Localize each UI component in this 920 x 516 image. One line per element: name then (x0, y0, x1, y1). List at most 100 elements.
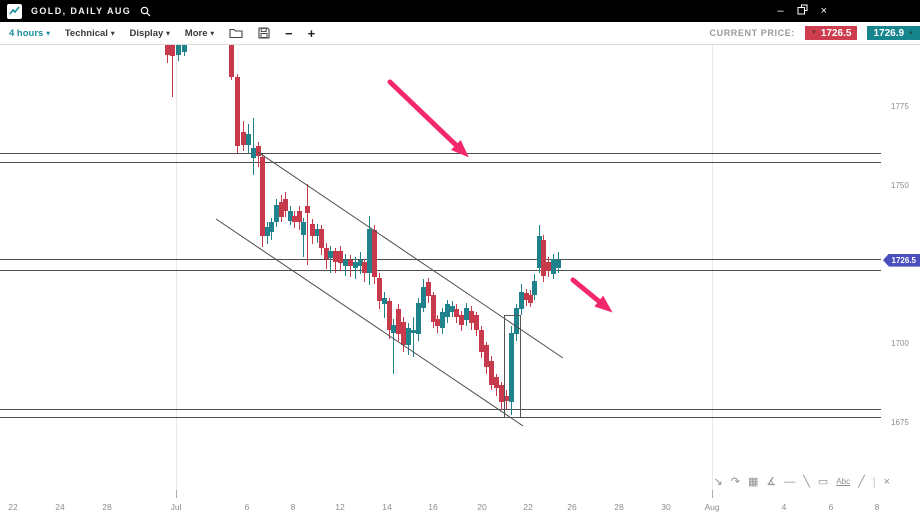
zoom-out-button[interactable]: − (285, 25, 293, 41)
candle-body (319, 228, 324, 248)
ask-value: 1726.9 (873, 27, 905, 39)
x-axis-label: Aug (704, 502, 720, 512)
x-axis-label: 26 (567, 502, 577, 512)
candle-body (176, 45, 181, 55)
chart-area[interactable]: 1726.5 1775 1750 1700 1675 22 24 28 Jul 6 8 12 14 16 2… (0, 45, 920, 516)
y-axis-label: 1700 (891, 338, 909, 348)
price-badge-bid: ▼ 1726.5 (804, 26, 858, 40)
candle-body (301, 222, 306, 235)
drawings-overlay[interactable] (0, 45, 920, 497)
axis-tick (712, 490, 713, 498)
candle-wick (172, 45, 173, 98)
candle-body (241, 132, 246, 145)
tool-grid-icon[interactable]: ▦ (747, 476, 759, 488)
candle-body (251, 148, 256, 158)
candle-body (556, 260, 561, 268)
candle-wick (253, 118, 254, 175)
month-gridline (712, 45, 713, 490)
title-bar: GOLD, DAILY AUG – × (0, 0, 920, 22)
x-axis-label: 4 (781, 502, 787, 512)
price-badge-ask: 1726.9 ▲ (867, 26, 920, 40)
sr-line[interactable] (0, 416, 881, 418)
x-axis-label: 8 (290, 502, 296, 512)
candle-body (474, 315, 479, 330)
candle-body (283, 198, 288, 212)
tool-separator: | (872, 476, 876, 488)
window-controls: – × (777, 4, 913, 18)
tool-horizontal-line-icon[interactable]: — (784, 476, 796, 488)
timeframe-dropdown[interactable]: 4 hours ▾ (9, 27, 50, 39)
annotation-arrow[interactable] (570, 277, 613, 313)
open-folder-icon[interactable] (229, 27, 243, 39)
axis-tick (176, 490, 177, 498)
x-axis-label: 12 (335, 502, 345, 512)
sr-line[interactable] (0, 152, 881, 154)
candle-body (260, 157, 265, 237)
chevron-down-icon: ▾ (166, 30, 170, 38)
candle-wick (384, 291, 385, 319)
candle-body (269, 222, 274, 232)
tool-cursor-icon[interactable]: ↘ (713, 476, 723, 488)
candle-body (528, 294, 533, 303)
x-axis-label: 30 (661, 502, 671, 512)
zoom-in-button[interactable]: + (307, 25, 316, 41)
search-icon[interactable] (140, 6, 151, 17)
candle-body (305, 206, 310, 213)
candle-body (170, 45, 175, 57)
sr-line[interactable] (0, 269, 881, 271)
menu-display[interactable]: Display ▾ (129, 27, 170, 39)
x-axis-label: Jul (170, 502, 182, 512)
drawing-toolbar: ↘ ↷ ▦ ∡ — ╲ ▭ Abc ╱ | × (714, 475, 890, 489)
x-axis-label: 6 (828, 502, 834, 512)
annotation-arrow[interactable] (387, 79, 469, 158)
x-axis-label: 16 (428, 502, 438, 512)
tool-close-icon[interactable]: × (883, 476, 890, 488)
highlight-box[interactable] (504, 314, 521, 418)
y-axis-label: 1675 (891, 417, 909, 427)
candle-wick (350, 255, 351, 278)
arrow-up-icon: ▲ (908, 30, 914, 36)
sr-line[interactable] (0, 408, 881, 410)
tool-diagonal-line-icon[interactable]: ╱ (858, 476, 865, 488)
toolbar: 4 hours ▾ Technical ▾ Display ▾ More ▾ − + C… (0, 22, 920, 45)
x-axis-label: 22 (8, 502, 18, 512)
tool-text-icon[interactable]: Abc (836, 477, 851, 486)
x-axis-label: 20 (477, 502, 487, 512)
menu-more[interactable]: More ▾ (184, 27, 214, 39)
candle-body (297, 211, 302, 223)
app-logo-icon (7, 3, 22, 19)
y-axis-label: 1775 (891, 101, 909, 111)
candle-wick (413, 317, 414, 357)
x-axis-label: 8 (874, 502, 880, 512)
sr-line[interactable] (0, 162, 881, 164)
tool-curved-arrow-icon[interactable]: ↷ (730, 476, 740, 488)
current-price-marker: 1726.5 (883, 253, 920, 267)
month-gridline (176, 45, 177, 490)
x-axis-label: 28 (102, 502, 112, 512)
close-icon[interactable]: × (820, 4, 827, 17)
menu-technical[interactable]: Technical ▾ (64, 27, 115, 39)
chevron-down-icon: ▾ (110, 30, 115, 38)
candle-body (246, 133, 251, 145)
candle-body (229, 45, 234, 77)
x-axis-label: 14 (382, 502, 392, 512)
tool-rectangle-icon[interactable]: ▭ (817, 476, 829, 488)
save-icon[interactable] (258, 27, 270, 39)
current-price-group: CURRENT PRICE: ▼ 1726.5 1726.9 ▲ (710, 26, 920, 40)
y-axis-label: 1750 (891, 180, 909, 190)
bid-value: 1726.5 (820, 27, 852, 39)
x-axis-label: 28 (614, 502, 624, 512)
minimize-icon[interactable]: – (777, 4, 784, 17)
tool-angle-lines-icon[interactable]: ∡ (766, 476, 777, 488)
tool-trend-line-icon[interactable]: ╲ (803, 476, 810, 488)
current-price-label: CURRENT PRICE: (709, 28, 795, 38)
candle-body (182, 45, 187, 52)
sr-line[interactable] (0, 258, 881, 260)
candle-wick (307, 184, 308, 265)
candle-body (235, 76, 240, 147)
candle-body (532, 280, 537, 295)
candle-body (165, 45, 170, 55)
window-title: GOLD, DAILY AUG (31, 6, 132, 16)
restore-icon[interactable] (797, 4, 808, 18)
chevron-down-icon: ▾ (210, 30, 214, 38)
